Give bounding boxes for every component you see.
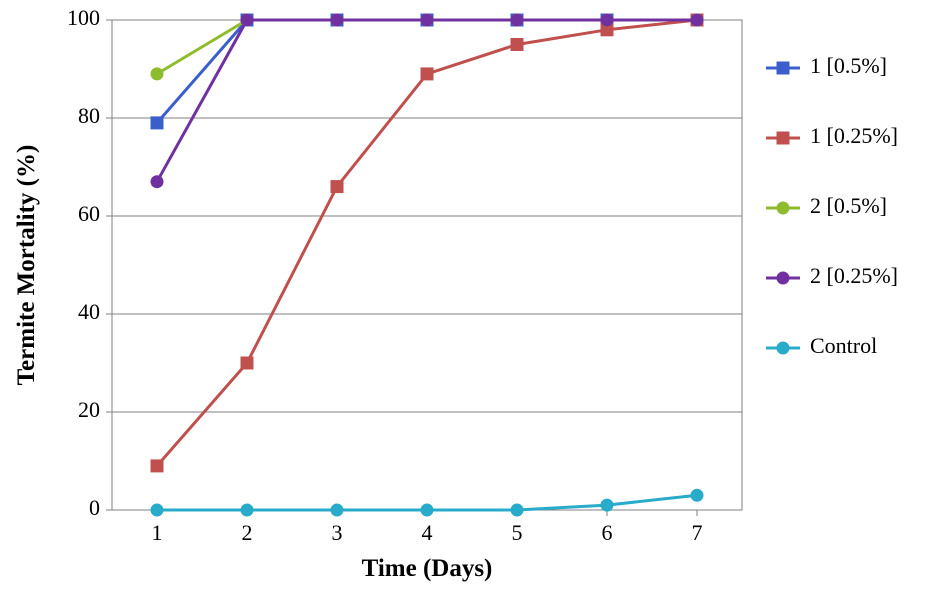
termite-mortality-chart: 0 20 40 60 80 100 1 2 3 4 5 6 7 Time (Days) Termite Mo…: [0, 0, 948, 598]
series-4-marker: [241, 504, 253, 516]
chart-svg: 0 20 40 60 80 100 1 2 3 4 5 6 7 Time (Days) Termite Mo…: [0, 0, 948, 598]
x-tick-label: 7: [692, 520, 703, 545]
legend-marker: [777, 272, 789, 284]
series-4-marker: [601, 499, 613, 511]
series-4-marker: [331, 504, 343, 516]
y-tick-label: 60: [78, 201, 100, 226]
series-4-marker: [151, 504, 163, 516]
x-tick-label: 5: [512, 520, 523, 545]
x-tick-label: 6: [602, 520, 613, 545]
series-3-marker: [601, 14, 613, 26]
series-4-marker: [511, 504, 523, 516]
y-tick-label: 20: [78, 397, 100, 422]
series-1-marker: [241, 357, 253, 369]
legend-marker: [777, 202, 789, 214]
legend-label: 1 [0.25%]: [810, 123, 898, 148]
y-tick-label: 80: [78, 103, 100, 128]
x-tick-label: 4: [422, 520, 433, 545]
x-tick-label: 2: [242, 520, 253, 545]
series-1-marker: [421, 68, 433, 80]
series-2-marker: [151, 68, 163, 80]
y-tick-label: 40: [78, 299, 100, 324]
y-tick-label: 100: [67, 5, 100, 30]
legend-marker: [777, 132, 789, 144]
legend-marker: [777, 62, 789, 74]
x-tick-label: 1: [152, 520, 163, 545]
series-0-marker: [151, 117, 163, 129]
series-4-marker: [691, 489, 703, 501]
legend-label: 2 [0.25%]: [810, 263, 898, 288]
legend-label: 1 [0.5%]: [810, 53, 887, 78]
legend-label: 2 [0.5%]: [810, 193, 887, 218]
series-4-marker: [421, 504, 433, 516]
series-3-marker: [511, 14, 523, 26]
x-tick-label: 3: [332, 520, 343, 545]
y-axis-title: Termite Mortality (%): [13, 145, 40, 386]
series-1-marker: [511, 39, 523, 51]
legend-marker: [777, 342, 789, 354]
y-tick-label: 0: [89, 495, 100, 520]
x-axis-title: Time (Days): [362, 555, 493, 582]
series-1-marker: [331, 181, 343, 193]
legend-label: Control: [810, 333, 877, 358]
series-3-marker: [331, 14, 343, 26]
series-3-marker: [151, 176, 163, 188]
series-1-marker: [151, 460, 163, 472]
series-3-marker: [691, 14, 703, 26]
series-3-marker: [241, 14, 253, 26]
series-3-marker: [421, 14, 433, 26]
